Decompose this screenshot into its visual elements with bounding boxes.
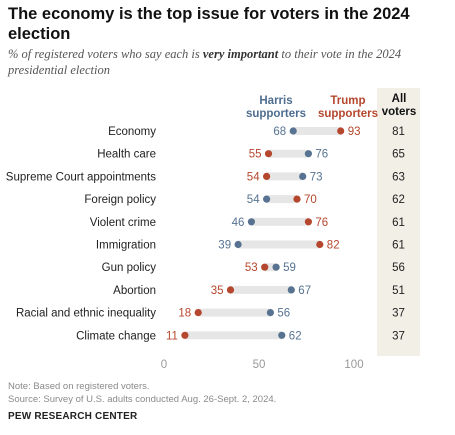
trump-point — [316, 240, 324, 249]
dumbbell-chart: Economy 68 93 81 Health care 76 55 65 Supreme Co… — [6, 88, 420, 371]
harris-value-label: 46 — [232, 217, 245, 229]
note-text: Note: Based on registered voters. — [8, 381, 150, 392]
all-voters-value: 37 — [392, 308, 405, 320]
all-voters-value: 81 — [392, 126, 405, 138]
category-label: Abortion — [113, 285, 156, 297]
harris-point — [304, 150, 312, 158]
trump-value-label: 76 — [315, 217, 328, 229]
category-label: Foreign policy — [84, 194, 156, 206]
trump-value-label: 35 — [211, 285, 224, 297]
all-voters-value: 51 — [392, 285, 405, 297]
trump-value-label: 55 — [249, 149, 262, 161]
harris-value-label: 73 — [310, 171, 323, 183]
all-voters-value: 63 — [392, 171, 405, 183]
harris-value-label: 56 — [277, 308, 290, 320]
harris-point — [247, 218, 255, 226]
trump-value-label: 18 — [178, 308, 191, 320]
trump-point — [263, 172, 271, 180]
harris-value-label: 76 — [315, 149, 328, 161]
category-label: Health care — [97, 149, 156, 161]
harris-point — [289, 127, 297, 135]
trump-point — [304, 218, 312, 226]
trump-point — [194, 309, 202, 317]
trump-point — [226, 286, 235, 294]
all-voters-value: 65 — [392, 149, 405, 161]
category-label: Supreme Court appointments — [6, 171, 156, 183]
all-voters-column — [377, 88, 420, 356]
category-label: Climate change — [76, 330, 156, 342]
harris-point — [234, 240, 242, 249]
subtitle-text-before: % of registered voters who say each is — [8, 47, 203, 61]
range-bar — [198, 308, 271, 317]
x-tick-label: 0 — [161, 359, 167, 371]
all-voters-value: 62 — [392, 194, 405, 206]
harris-value-label: 39 — [218, 240, 231, 252]
range-bar — [238, 240, 320, 249]
subtitle-text-after: to their vote in the 2024 presidential e… — [8, 47, 402, 77]
harris-value-label: 62 — [289, 330, 302, 342]
trump-point — [337, 127, 345, 135]
harris-value-label: 59 — [283, 262, 296, 274]
category-label: Gun policy — [102, 262, 157, 274]
organization-name: PEW RESEARCH CENTER — [8, 411, 138, 422]
source-text: Source: Survey of U.S. adults conducted … — [8, 394, 277, 405]
trump-value-label: 53 — [245, 262, 258, 274]
trump-value-label: 70 — [304, 194, 317, 206]
all-voters-value: 61 — [392, 240, 405, 252]
category-label: Economy — [108, 126, 156, 138]
range-bar — [230, 285, 292, 294]
category-label: Violent crime — [90, 217, 156, 229]
trump-value-label: 82 — [327, 240, 340, 252]
legend-harris: Harris supporters — [245, 95, 307, 120]
category-label: Immigration — [96, 240, 156, 252]
trump-value-label: 54 — [247, 171, 260, 183]
chart-title: The economy is the top issue for voters … — [8, 5, 410, 43]
range-bar — [266, 172, 303, 181]
x-tick-label: 50 — [253, 359, 266, 371]
all-voters-value: 37 — [392, 330, 405, 342]
trump-value-label: 11 — [166, 330, 178, 342]
range-bar — [264, 263, 277, 272]
harris-point — [299, 172, 307, 180]
trump-point — [261, 263, 269, 271]
all-voters-value: 61 — [392, 217, 405, 229]
x-tick-label: 100 — [344, 359, 363, 371]
all-voters-header: All voters — [381, 93, 417, 118]
range-bar — [184, 331, 282, 340]
category-label: Racial and ethnic inequality — [16, 308, 156, 320]
harris-point — [272, 263, 280, 271]
range-bar — [293, 127, 341, 135]
chart-subtitle: % of registered voters who say each is v… — [8, 46, 448, 78]
range-bar — [268, 149, 309, 158]
harris-value-label: 68 — [273, 126, 286, 138]
subtitle-emphasis: very important — [202, 47, 279, 61]
range-bar — [251, 217, 309, 226]
trump-value-label: 93 — [348, 126, 361, 138]
all-voters-value: 56 — [392, 262, 405, 274]
harris-value-label: 54 — [247, 194, 260, 206]
harris-point — [266, 309, 274, 317]
harris-point — [287, 286, 295, 294]
harris-point — [263, 195, 271, 203]
legend-trump: Trump supporters — [317, 95, 379, 120]
range-bar — [266, 195, 297, 204]
trump-point — [264, 150, 273, 158]
trump-point — [181, 331, 189, 339]
trump-point — [293, 195, 301, 203]
harris-point — [278, 331, 286, 339]
harris-value-label: 67 — [298, 285, 311, 297]
